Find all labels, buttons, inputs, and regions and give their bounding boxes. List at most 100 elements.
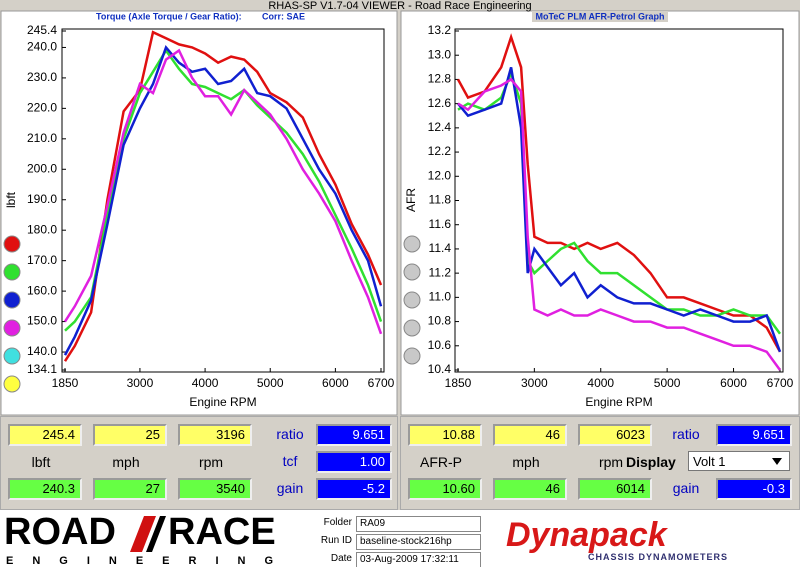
y-tick-label: 245.4 [27,23,57,37]
y-tick-label: 11.0 [429,290,452,304]
value-field: -0.3 [716,478,792,500]
y-tick-label: 10.4 [428,362,452,376]
data-line [64,48,383,332]
y-tick-label: 170.0 [27,253,57,267]
unit-label: rpm [598,454,624,470]
info-label: Folder [323,517,352,528]
series-button[interactable] [403,291,421,309]
subtitle-bg [532,11,668,22]
y-tick-label: 10.6 [428,338,452,352]
x-tick-label: 1850 [445,376,472,390]
series-button[interactable] [403,319,421,337]
y-tick-label: 12.8 [428,72,452,86]
value-field: 10.88 [408,424,482,446]
info-label: Run ID [320,535,352,546]
y-tick-label: 180.0 [27,222,57,236]
logo-slash [146,516,166,552]
y-axis-label: AFR [404,188,418,212]
road-race-logo: ROAD RACE ENGINEERING [4,511,292,567]
value-field: 25 [93,424,167,446]
unit-label: lbft [31,454,51,470]
y-tick-label: 12.2 [428,144,452,158]
y-tick-label: 12.4 [428,120,452,134]
x-tick-label: 6700 [368,376,395,390]
left-panel [0,10,398,416]
series-button[interactable] [3,291,21,309]
window-title: RHAS-SP V1.7-04 VIEWER - Road Race Engin… [268,0,531,12]
y-tick-label: 12.0 [428,168,452,182]
info-label: Date [330,553,352,564]
x-axis-label: Engine RPM [189,395,256,409]
unit-label: AFR-P [420,454,462,470]
brand-sub: CHASSIS DYNAMOMETERS [588,552,729,562]
y-tick-label: 12.6 [428,96,452,110]
brand-logo: Dynapack [506,516,667,554]
logo-text: ENGINEERING [6,555,292,567]
plot-frame [61,28,385,373]
value-field: -5.2 [316,478,392,500]
data-line [63,48,383,335]
value-field: 46 [493,424,567,446]
x-tick-label: 4000 [192,376,219,390]
y-tick-label: 150.0 [27,314,57,328]
x-tick-label: 5000 [654,376,681,390]
series-button[interactable] [3,347,21,365]
series-button[interactable] [403,347,421,365]
right-panel [400,10,800,416]
y-tick-label: 230.0 [27,70,57,84]
unit-label: mph [112,454,140,470]
footer: ROAD RACE ENGINEERING Folder RA09 Run ID… [0,510,800,567]
logo-text: RACE [168,511,276,553]
data-line [63,44,383,356]
x-axis-label: Engine RPM [585,395,652,409]
charts: RHAS-SP V1.7-04 VIEWER - Road Race Engin… [0,0,800,416]
side-label: ratio [276,426,304,442]
color-buttons [3,235,421,393]
y-tick-label: 240.0 [27,40,57,54]
value-field: 10.60 [408,478,482,500]
x-tick-label: 3000 [521,376,548,390]
y-tick-label: 13.0 [428,47,452,61]
info-field: baseline-stock216hp [356,534,481,550]
series-button[interactable] [403,263,421,281]
series-button[interactable] [3,235,21,253]
y-tick-label: 11.8 [429,193,452,207]
series-button[interactable] [403,235,421,253]
display-label: Display [626,454,676,470]
side-label: tcf [282,453,298,469]
logo-text: ROAD [4,511,116,553]
info-field: 03-Aug-2009 17:32:11 [356,552,481,567]
y-tick-label: 11.6 [429,217,452,231]
y-tick-label: 13.2 [428,23,452,37]
side-label: gain [672,480,700,496]
value-field: 9.651 [716,424,792,446]
dropdown-arrow[interactable] [772,458,782,465]
series-button[interactable] [3,375,21,393]
y-tick-label: 11.2 [429,265,452,279]
logo-slash [130,516,156,552]
value-field: 6023 [578,424,652,446]
value-field: 3540 [178,478,252,500]
series-button[interactable] [3,319,21,337]
data-line [457,66,782,353]
x-tick-label: 6000 [720,376,747,390]
value-field: 9.651 [316,424,392,446]
x-tick-label: 1850 [52,376,79,390]
data-line [457,77,782,371]
y-tick-label: 190.0 [27,192,57,206]
display-select[interactable]: Volt 1 [688,451,790,471]
y-tick-label: 220.0 [27,101,57,115]
x-tick-label: 4000 [587,376,614,390]
value-field: 240.3 [8,478,82,500]
unit-label: mph [512,454,540,470]
y-tick-label: 10.8 [428,314,452,328]
y-tick-label: 140.0 [27,344,57,358]
data-line [456,33,782,353]
chart-subtitle: Corr: SAE [262,11,305,21]
side-label: gain [276,480,304,496]
info-field: RA09 [356,516,481,532]
value-field: 1.00 [316,451,392,473]
value-field: 245.4 [8,424,82,446]
series-button[interactable] [3,263,21,281]
value-field: 3196 [178,424,252,446]
